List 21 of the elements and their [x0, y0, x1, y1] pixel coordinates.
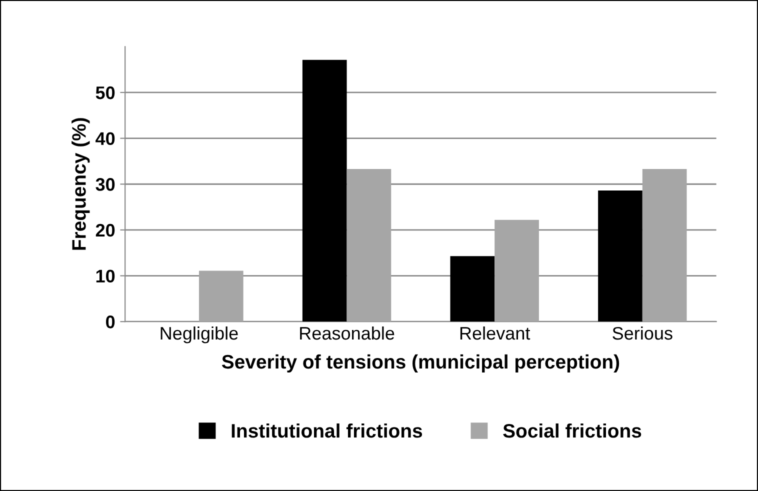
bar: [642, 169, 687, 322]
y-tick-label: 20: [96, 224, 115, 237]
bar: [346, 169, 392, 322]
y-tick-label: 0: [106, 316, 115, 328]
bar: [198, 270, 244, 322]
y-axis-title: Frequency (%): [72, 118, 90, 250]
y-tick-label: 40: [96, 132, 115, 146]
bar: [302, 60, 347, 322]
legend-label: Institutional frictions: [232, 423, 422, 438]
x-tick-label: Serious: [612, 326, 672, 340]
x-tick-label: Relevant: [460, 326, 530, 340]
y-tick-label: 10: [96, 270, 115, 282]
y-tick-label: 30: [96, 178, 115, 191]
bar: [450, 256, 495, 322]
x-tick-label: Reasonable: [300, 326, 394, 340]
y-tick-label: 50: [96, 86, 115, 100]
x-axis-title: Severity of tensions (municipal perception): [222, 354, 620, 373]
x-tick-label: Negligible: [160, 326, 238, 344]
legend-label: Social frictions: [503, 423, 642, 438]
bar: [494, 220, 539, 322]
bar: [598, 190, 642, 322]
